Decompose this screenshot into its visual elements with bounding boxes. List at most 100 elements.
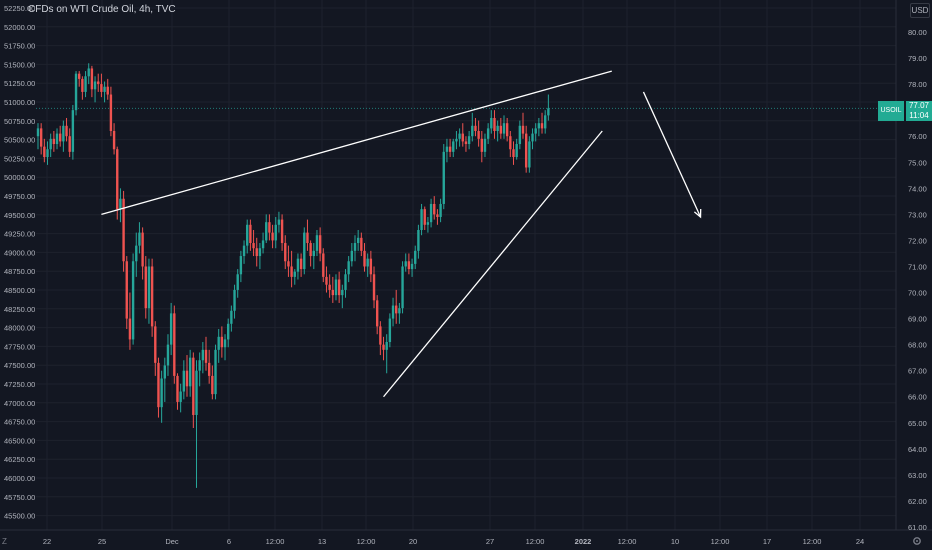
price-tag-symbol: USOIL: [878, 101, 904, 121]
candle: [62, 120, 65, 152]
drawings-layer[interactable]: [101, 70, 702, 398]
candle: [296, 253, 300, 280]
right-axis-tick-label: 71.00: [908, 262, 927, 271]
candle: [372, 266, 376, 309]
candle: [537, 117, 541, 137]
candle-body: [284, 243, 287, 262]
candle-body: [461, 133, 464, 142]
candle-body: [106, 86, 109, 95]
left-axis-tick-label: 48750.00: [4, 267, 35, 276]
candle: [347, 256, 350, 283]
time-axis-tick-label: 12:00: [357, 537, 376, 546]
candle-body: [192, 357, 195, 415]
timezone-button[interactable]: Z: [2, 537, 7, 546]
candle-body: [268, 222, 271, 233]
candle-body: [204, 349, 208, 363]
candle-body: [112, 131, 116, 150]
candle: [169, 302, 173, 356]
left-axis-tick-label: 45750.00: [4, 493, 35, 502]
candle-body: [242, 245, 246, 257]
left-axis-tick-label: 46000.00: [4, 474, 35, 483]
right-axis-tick-label: 67.00: [908, 367, 927, 376]
candle: [464, 136, 468, 152]
candle: [426, 216, 430, 233]
candle-body: [188, 357, 192, 387]
candle-body: [103, 86, 106, 92]
candle: [81, 76, 84, 100]
candle-body: [299, 258, 303, 270]
candle: [242, 240, 246, 264]
candle: [122, 190, 125, 272]
candle: [423, 206, 426, 230]
down-arrow-stroke: [642, 91, 702, 218]
time-axis-tick-label: 13: [318, 537, 326, 546]
time-axis-tick-label: 12:00: [526, 537, 545, 546]
candle: [84, 71, 87, 98]
candle-body: [293, 271, 296, 277]
candle-body: [375, 300, 379, 327]
candle-body: [433, 203, 436, 215]
candle-body: [179, 391, 182, 402]
candle-body: [512, 149, 515, 158]
candle: [299, 253, 303, 277]
candle: [315, 230, 319, 257]
candle: [512, 141, 515, 165]
candle: [116, 146, 119, 220]
candle: [157, 357, 160, 418]
candle-body: [93, 81, 97, 90]
candle: [49, 133, 52, 158]
candle: [131, 253, 135, 345]
candle: [385, 334, 388, 374]
gear-icon[interactable]: [911, 535, 923, 547]
candle-body: [144, 266, 147, 309]
candle-body: [448, 146, 452, 152]
candle: [223, 334, 227, 361]
candle-body: [36, 128, 40, 137]
candle: [480, 131, 483, 163]
left-axis-tick-label: 46500.00: [4, 436, 35, 445]
left-price-axis[interactable]: 52250.00 52000.00 51750.00 51500.00 51250.00…: [4, 4, 35, 521]
candle-body: [426, 222, 430, 225]
candle: [433, 196, 436, 220]
candle: [125, 256, 128, 329]
candle-body: [265, 222, 268, 241]
candle-body: [52, 138, 56, 145]
candle: [382, 336, 385, 361]
candle-body: [303, 232, 306, 270]
candle: [233, 284, 236, 319]
chart-title: CFDs on WTI Crude Oil, 4h, TVC: [28, 4, 176, 15]
candlestick-series[interactable]: [36, 63, 550, 488]
candle-body: [452, 141, 455, 152]
candle-body: [154, 326, 157, 363]
candle-body: [163, 365, 166, 379]
candle: [531, 128, 534, 150]
candle: [398, 302, 401, 324]
candle: [363, 243, 366, 272]
candle: [236, 269, 239, 298]
right-axis-tick-label: 64.00: [908, 445, 927, 454]
candle: [87, 63, 90, 85]
candle-body: [239, 256, 243, 275]
candle: [420, 203, 423, 236]
candle-body: [62, 125, 65, 142]
candle: [173, 305, 176, 384]
left-axis-tick-label: 52250.00: [4, 4, 35, 13]
candle-body: [471, 125, 474, 137]
candle: [144, 256, 147, 319]
candle-body: [90, 68, 94, 90]
time-axis[interactable]: 22 25 Dec 6 12:00 13 12:00 20 27 12:00 2022 12:00 10…: [43, 537, 864, 546]
candle: [198, 352, 201, 387]
price-tag-value: 77.07 11:04: [906, 101, 932, 121]
candle: [534, 123, 537, 142]
candle-body: [74, 73, 78, 111]
candle-body: [499, 125, 503, 134]
candle: [39, 123, 43, 155]
candle-body: [287, 261, 290, 267]
candle-body: [138, 232, 141, 246]
candle-body: [347, 261, 350, 275]
currency-button[interactable]: USD: [910, 3, 930, 18]
candle: [93, 76, 97, 103]
candle-body: [131, 261, 135, 340]
